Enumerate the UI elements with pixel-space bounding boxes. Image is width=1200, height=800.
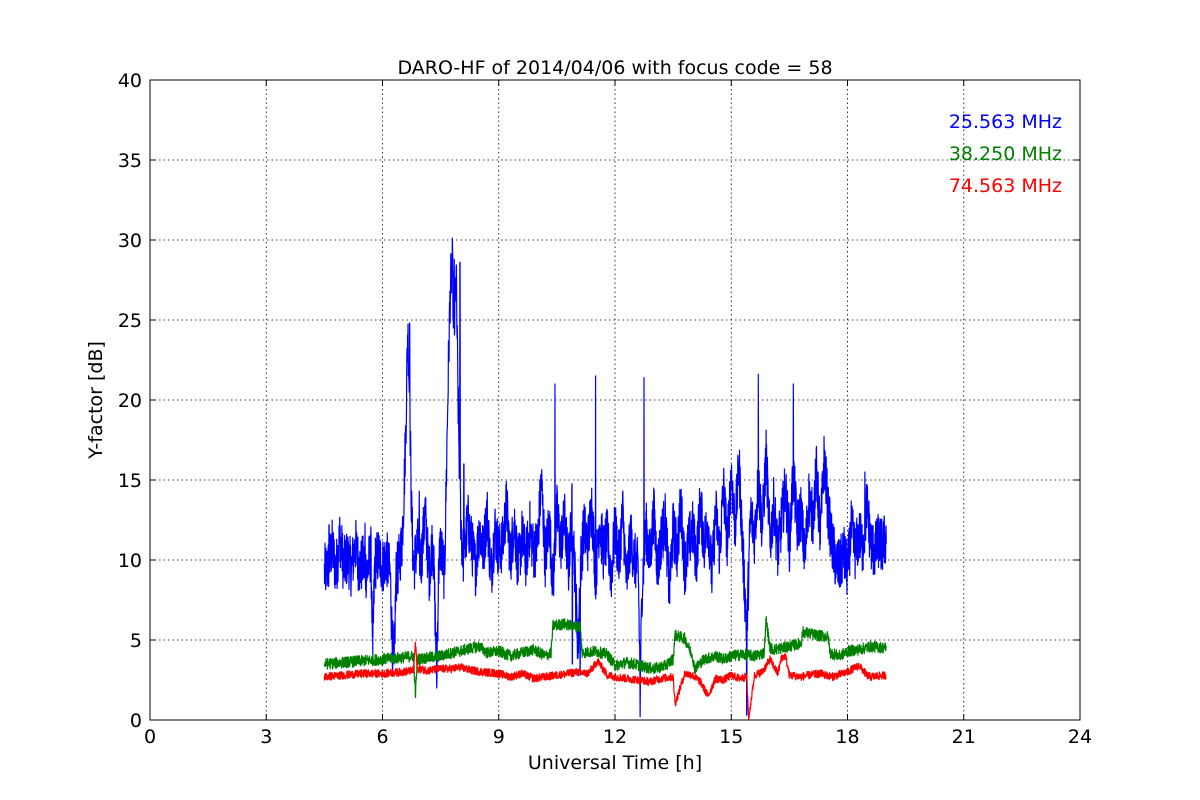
series-line-2: [323, 641, 887, 721]
y-tick-label: 0: [130, 710, 142, 732]
x-axis-label: Universal Time [h]: [528, 752, 702, 774]
x-tick-label: 9: [493, 726, 505, 748]
legend-entry-1: 38.250 MHz: [949, 143, 1062, 165]
legend-entry-2: 74.563 MHz: [949, 175, 1062, 197]
y-tick-label: 20: [118, 390, 142, 412]
x-tick-label: 0: [144, 726, 156, 748]
y-tick-label: 25: [118, 310, 142, 332]
axis-ticks: 0 3 6 9 12 15 18 21 24 0 5 10 15 20 25 30 35 40: [118, 70, 1092, 748]
series-line-1: [323, 615, 887, 699]
y-axis-label: Y-factor [dB]: [85, 341, 107, 460]
legend-entry-0: 25.563 MHz: [949, 111, 1062, 133]
x-tick-label: 15: [719, 726, 743, 748]
series-line-0: [323, 237, 887, 718]
x-tick-label: 6: [376, 726, 388, 748]
y-tick-label: 15: [118, 470, 142, 492]
y-tick-label: 30: [118, 230, 142, 252]
y-tick-label: 5: [130, 630, 142, 652]
x-tick-label: 18: [835, 726, 859, 748]
series-layer: [323, 237, 887, 721]
x-tick-label: 21: [952, 726, 976, 748]
y-tick-label: 40: [118, 70, 142, 92]
chart-title: DARO-HF of 2014/04/06 with focus code = …: [397, 57, 832, 79]
grid-lines: [150, 80, 1080, 720]
y-tick-label: 10: [118, 550, 142, 572]
x-tick-label: 12: [603, 726, 627, 748]
legend: 25.563 MHz 38.250 MHz 74.563 MHz: [949, 111, 1062, 197]
x-tick-label: 24: [1068, 726, 1092, 748]
x-tick-label: 3: [260, 726, 272, 748]
y-tick-label: 35: [118, 150, 142, 172]
